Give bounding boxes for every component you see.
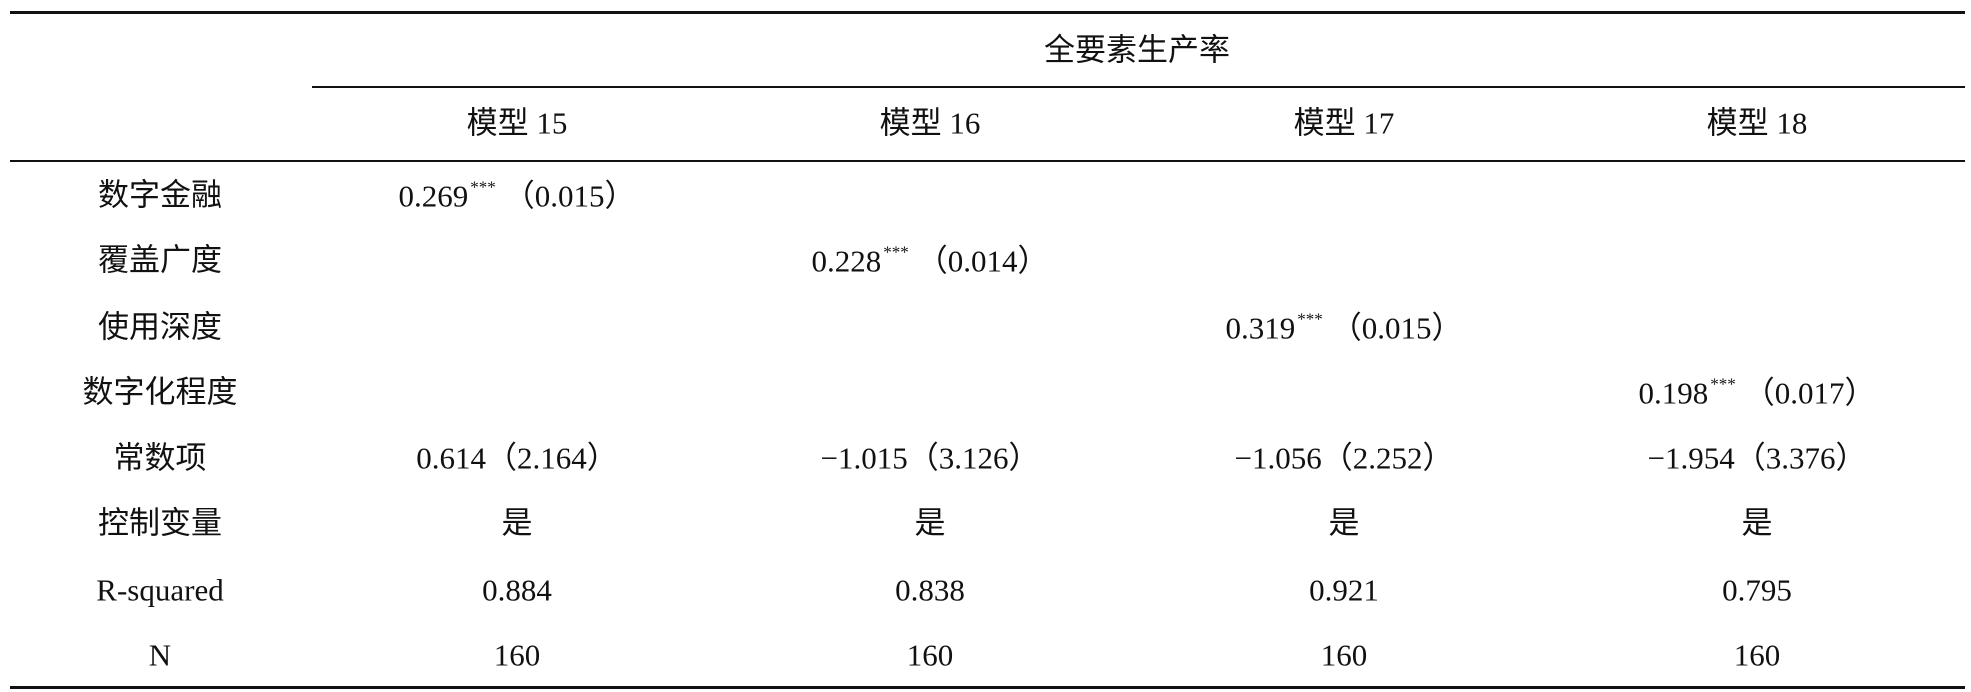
cell: 160	[1733, 637, 1781, 673]
cell: −1.056（2.252）	[1235, 443, 1454, 474]
row-label: 常数项	[113, 440, 207, 476]
cell: 0.838	[895, 572, 965, 608]
row-label: 数字金融	[98, 177, 222, 213]
cell: 0.319 *** （0.015）	[1226, 311, 1463, 344]
row-label: 使用深度	[98, 309, 222, 345]
estimate: 0.269	[398, 178, 469, 214]
bottom-rule	[10, 686, 1965, 689]
cell: 是	[501, 505, 533, 541]
estimate: −1.015	[820, 440, 908, 476]
cell: 是	[1328, 505, 1360, 541]
cell: 0.614（2.164）	[416, 443, 618, 474]
estimate: 0.228	[811, 243, 882, 279]
estimate: 0.198	[1638, 375, 1709, 411]
row-label: 覆盖广度	[98, 242, 222, 278]
cell: 0.884	[482, 572, 552, 608]
estimate: 0.319	[1225, 310, 1296, 346]
estimate: −1.954	[1647, 440, 1735, 476]
group-header: 全要素生产率	[1044, 32, 1230, 68]
header-rule	[10, 160, 1965, 162]
cell: 0.228 *** （0.014）	[812, 244, 1049, 277]
cell: 0.795	[1722, 572, 1792, 608]
estimate: −1.056	[1234, 440, 1322, 476]
standard-error: （2.164）	[486, 440, 618, 476]
column-header: 模型 18	[1706, 105, 1808, 141]
standard-error: （0.017）	[1743, 375, 1876, 411]
column-header: 模型 15	[466, 105, 568, 141]
standard-error: （3.126）	[907, 440, 1040, 476]
top-rule	[10, 11, 1965, 14]
cell: 160	[493, 637, 541, 673]
column-header: 模型 17	[1293, 105, 1395, 141]
estimate: 0.614	[416, 440, 486, 476]
cell: 160	[906, 637, 954, 673]
row-label: N	[148, 637, 172, 673]
group-rule	[312, 86, 1965, 88]
significance: ***	[883, 242, 909, 262]
standard-error: （0.015）	[503, 178, 636, 214]
standard-error: （0.015）	[1330, 310, 1463, 346]
column-header: 模型 16	[879, 105, 981, 141]
standard-error: （3.376）	[1734, 440, 1867, 476]
cell: 0.198 *** （0.017）	[1639, 376, 1876, 409]
cell: 0.269 *** （0.015）	[399, 179, 636, 212]
cell: 160	[1320, 637, 1368, 673]
significance: ***	[470, 177, 496, 197]
cell: 是	[914, 505, 946, 541]
cell: 0.921	[1309, 572, 1379, 608]
cell: −1.015（3.126）	[821, 443, 1040, 474]
significance: ***	[1297, 309, 1323, 329]
row-label: 数字化程度	[82, 374, 238, 410]
standard-error: （2.252）	[1321, 440, 1454, 476]
standard-error: （0.014）	[916, 243, 1049, 279]
row-label: 控制变量	[98, 505, 222, 541]
row-label: R-squared	[96, 572, 224, 608]
cell: 是	[1741, 505, 1773, 541]
significance: ***	[1710, 374, 1736, 394]
cell: −1.954（3.376）	[1648, 443, 1867, 474]
